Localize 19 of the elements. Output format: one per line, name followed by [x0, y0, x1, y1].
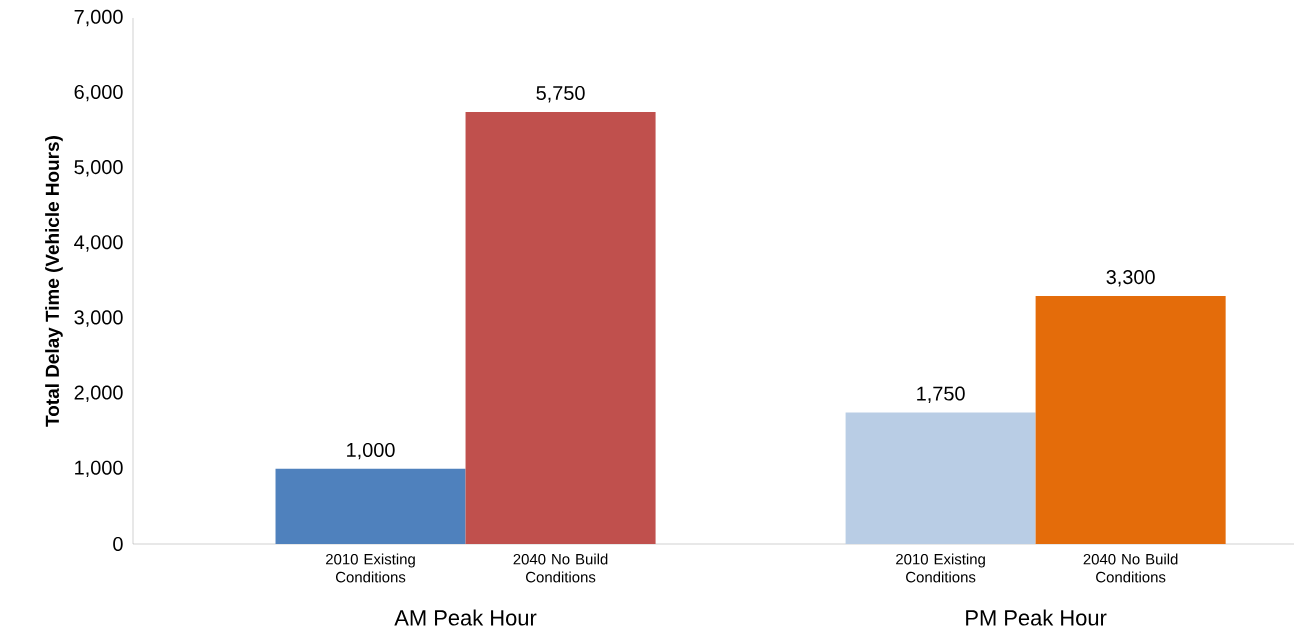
text: AM Peak Hour — [394, 609, 537, 626]
y-tick-label: 5,000 — [74, 160, 123, 177]
y-tick-label: 4,000 — [74, 235, 123, 252]
x-tick-label: 2010 Existing Conditions — [896, 553, 985, 583]
text: PM Peak Hour — [966, 609, 1107, 626]
y-tick-label: 0 — [113, 536, 123, 552]
data-label: 3,300 — [1106, 270, 1155, 287]
y-tick-label: 3,000 — [74, 310, 123, 327]
data-label: 5,750 — [536, 85, 585, 103]
y-tick-label: 6,000 — [74, 84, 123, 102]
y-tick-label: 1,000 — [75, 460, 123, 478]
y-tick-label: 7,000 — [74, 9, 123, 27]
x-tick-label: 2010 Existing Conditions — [326, 553, 415, 583]
y-axis-title: Total Delay Time (Vehicle Hours) — [45, 136, 63, 427]
y-tick-label: 2,000 — [74, 385, 123, 402]
x-tick-label: 2040 No Build Conditions — [513, 553, 608, 583]
data-label: 1,750 — [917, 386, 965, 403]
data-label: 1,000 — [347, 442, 395, 460]
x-tick-label: 2040 No Build Conditions — [1083, 553, 1178, 583]
